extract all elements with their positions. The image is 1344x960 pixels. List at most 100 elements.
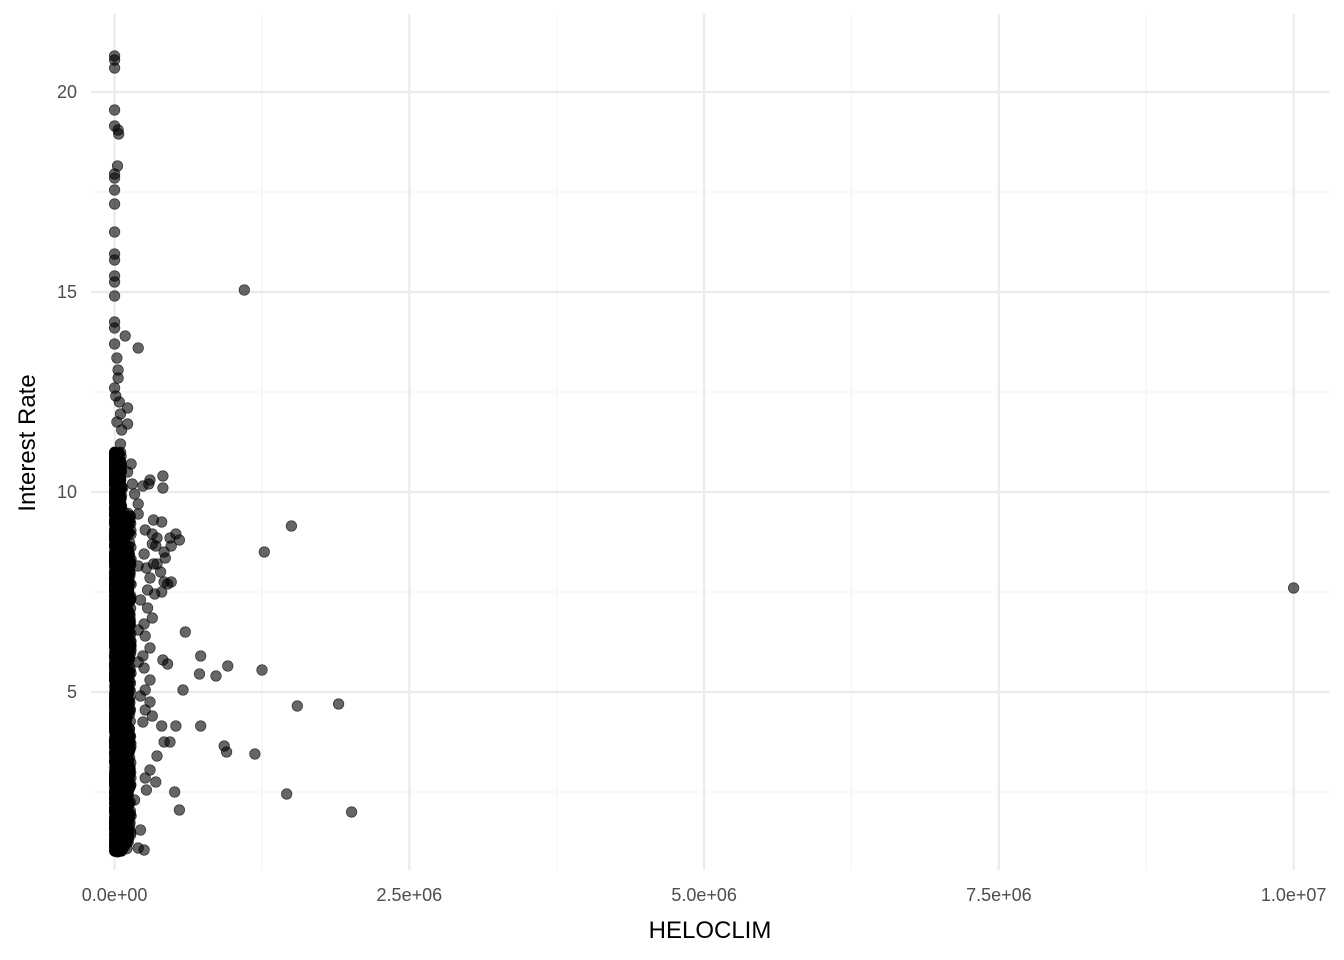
- data-point: [165, 576, 177, 588]
- data-point: [144, 474, 156, 486]
- data-point: [111, 352, 123, 364]
- x-tick-label: 0.0e+00: [82, 885, 148, 905]
- data-point: [108, 322, 121, 334]
- data-point: [258, 546, 270, 558]
- data-point: [159, 552, 171, 564]
- data-point: [124, 778, 136, 790]
- data-point: [195, 720, 207, 732]
- data-point: [113, 396, 125, 408]
- data-point: [121, 659, 133, 671]
- data-point: [110, 629, 122, 641]
- data-point: [142, 602, 154, 614]
- data-point: [142, 584, 154, 596]
- data-point: [121, 766, 134, 778]
- data-point: [109, 710, 121, 722]
- data-point: [137, 716, 149, 728]
- data-point: [121, 402, 134, 414]
- data-point: [156, 720, 168, 732]
- data-point: [134, 594, 147, 606]
- data-point: [108, 720, 121, 732]
- data-point: [151, 750, 163, 762]
- data-point: [291, 700, 303, 712]
- data-point: [210, 670, 222, 682]
- data-point: [346, 806, 358, 818]
- data-point: [150, 776, 162, 788]
- data-point: [108, 530, 121, 542]
- data-point: [1287, 582, 1300, 594]
- data-point: [108, 184, 121, 196]
- data-point: [114, 832, 126, 844]
- data-point: [129, 488, 141, 500]
- data-point: [169, 786, 181, 798]
- data-point: [108, 290, 121, 302]
- x-tick-label: 1.0e+07: [1261, 885, 1327, 905]
- data-point: [134, 824, 147, 836]
- data-point: [162, 658, 174, 670]
- data-point: [125, 810, 137, 822]
- data-point: [249, 748, 261, 760]
- data-point: [117, 482, 129, 494]
- data-point: [114, 438, 127, 450]
- data-point: [112, 670, 124, 682]
- data-point: [150, 540, 162, 552]
- data-point: [108, 787, 121, 799]
- data-point: [111, 659, 123, 671]
- data-point: [138, 548, 150, 560]
- data-point: [221, 746, 233, 758]
- data-point: [110, 773, 122, 785]
- data-point: [119, 742, 131, 754]
- major-grid: [91, 14, 1329, 870]
- data-point: [108, 338, 121, 350]
- data-point: [112, 757, 124, 769]
- data-point: [157, 482, 169, 494]
- y-tick-label: 20: [57, 82, 77, 102]
- x-axis-title: HELOCLIM: [649, 917, 772, 944]
- data-point: [144, 572, 156, 584]
- data-point: [121, 466, 134, 478]
- data-point: [144, 642, 156, 654]
- data-point: [173, 534, 185, 546]
- data-point: [138, 662, 150, 674]
- data-point: [109, 686, 121, 698]
- data-point: [109, 474, 121, 486]
- x-tick-label: 5.0e+06: [671, 885, 737, 905]
- data-point: [112, 502, 125, 515]
- data-point: [146, 612, 158, 624]
- data-point: [119, 330, 131, 342]
- data-point: [155, 566, 167, 578]
- data-point: [157, 470, 169, 482]
- y-tick-label: 5: [67, 682, 77, 702]
- data-point: [177, 684, 189, 696]
- data-point: [146, 710, 158, 722]
- data-point: [144, 674, 156, 686]
- data-point: [222, 660, 234, 672]
- data-point: [117, 586, 129, 598]
- data-point: [114, 814, 126, 827]
- y-axis-title: Interest Rate: [14, 374, 41, 511]
- data-point: [119, 689, 131, 702]
- data-point: [118, 548, 130, 560]
- data-point: [108, 226, 121, 238]
- data-point: [132, 842, 144, 854]
- data-point: [115, 604, 128, 617]
- minor-grid: [91, 14, 1329, 870]
- data-point: [139, 630, 151, 642]
- data-point: [256, 664, 268, 676]
- data-point: [126, 478, 138, 490]
- data-point: [158, 736, 170, 748]
- data-point: [111, 560, 123, 572]
- scatter-points: [108, 50, 1300, 858]
- data-point: [113, 128, 125, 140]
- data-point: [109, 543, 121, 555]
- data-point: [134, 690, 147, 702]
- data-point: [173, 804, 185, 816]
- data-point: [193, 668, 206, 680]
- data-point: [132, 508, 144, 520]
- data-point: [112, 846, 124, 858]
- data-point: [281, 788, 293, 800]
- data-point: [108, 276, 121, 288]
- data-point: [195, 650, 207, 662]
- data-point: [121, 418, 134, 430]
- data-point: [123, 593, 135, 605]
